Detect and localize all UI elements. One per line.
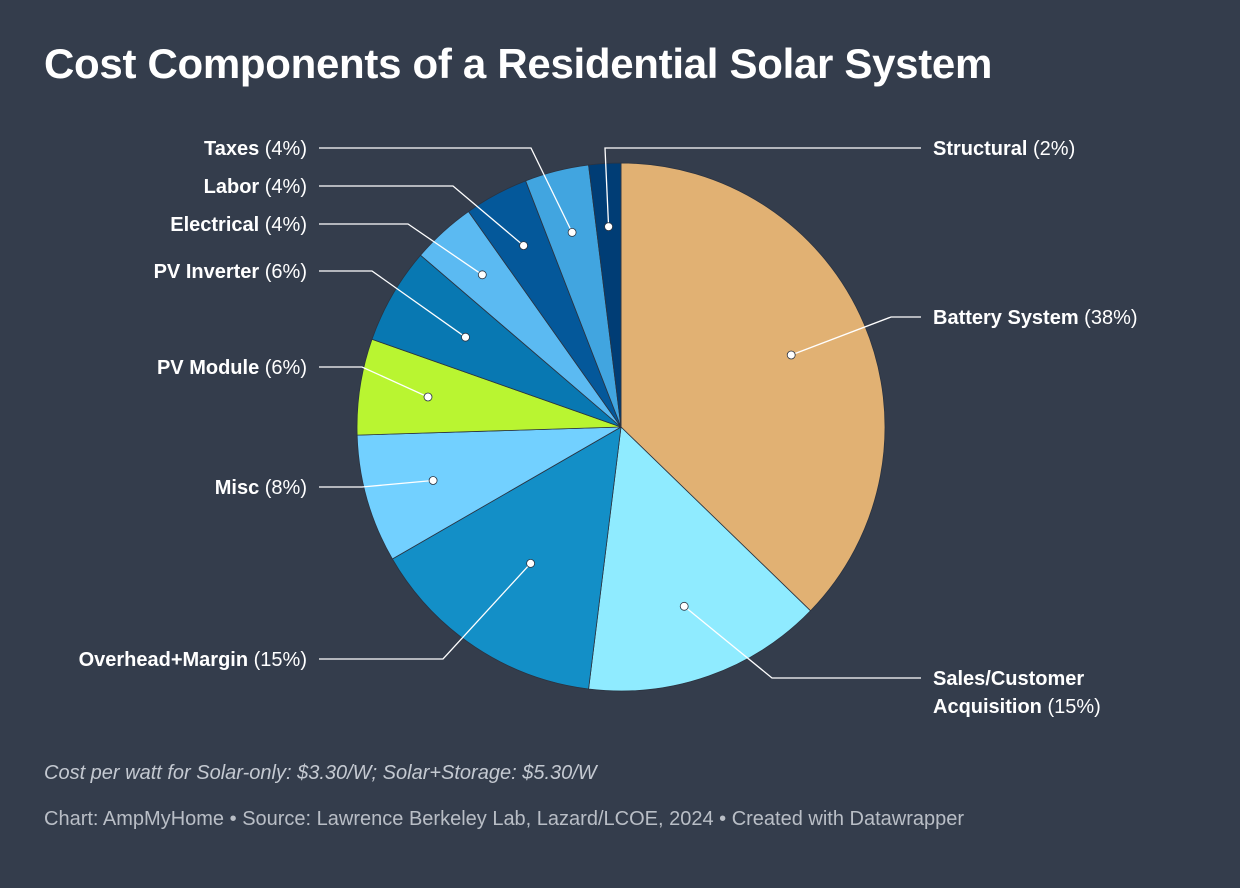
footer-chart-credit: Chart: AmpMyHome [44, 808, 225, 830]
slice-label-labor: Labor (4%) [204, 176, 307, 198]
pie-slice-misc [356, 426, 622, 560]
slice-label-taxes: Taxes (4%) [204, 138, 307, 160]
leader-line-battery-system [790, 316, 921, 356]
footer-source: Source: Lawrence Berkeley Lab, Lazard/LC… [242, 808, 714, 830]
leader-line-taxes [319, 147, 573, 233]
footer-created-with: Created with Datawrapper [731, 808, 965, 830]
slice-label-sales-customer-acquisition: Sales/Customer Acquisition (15%) [933, 668, 1101, 718]
pie-slices [356, 162, 886, 692]
pie-slice-overhead-margin [391, 426, 622, 690]
leader-dot-pv-module [423, 392, 433, 402]
pie-slice-structural [588, 162, 622, 428]
leader-line-structural [604, 147, 921, 227]
leader-dot-sales-customer-acquisition [679, 601, 689, 611]
leader-line-overhead-margin [319, 562, 532, 660]
leader-line-electrical [319, 223, 483, 276]
leader-dot-overhead-margin [526, 559, 535, 568]
leader-line-pv-module [319, 366, 429, 398]
pie-slice-battery-system [620, 162, 886, 612]
leader-line-misc [319, 479, 434, 488]
leader-dot-misc [428, 476, 438, 485]
slice-label-pv-module: PV Module (6%) [157, 357, 307, 379]
pie-slice-sales-customer-acquisition [588, 426, 812, 692]
slice-label-structural: Structural (2%) [933, 138, 1075, 160]
leader-dot-labor [519, 241, 528, 251]
chart-note: Cost per watt for Solar-only: $3.30/W; S… [44, 762, 597, 784]
leader-dot-battery-system [786, 350, 796, 360]
leader-line-labor [319, 185, 525, 247]
footer-separator: • [224, 808, 243, 830]
chart-footer: Chart: AmpMyHome • Source: Lawrence Berk… [44, 808, 964, 831]
slice-label-overhead-margin: Overhead+Margin (15%) [79, 649, 307, 671]
leader-dot-pv-inverter [461, 332, 470, 342]
slice-label-electrical: Electrical (4%) [170, 214, 307, 236]
leader-dot-taxes [567, 227, 577, 237]
leader-dot-structural [604, 222, 613, 232]
slice-labels: Battery System (38%) Sales/Customer Acquis… [79, 138, 1138, 718]
leader-line-sales-customer-acquisition [683, 605, 921, 679]
leader-dot-electrical [477, 270, 487, 280]
leader-line-pv-inverter [319, 270, 466, 338]
slice-label-battery-system: Battery System (38%) [933, 307, 1138, 329]
footer-separator: • [713, 808, 732, 830]
chart-title: Cost Components of a Residential Solar S… [44, 40, 993, 87]
leader-lines [319, 147, 921, 679]
slice-label-pv-inverter: PV Inverter (6%) [154, 261, 307, 283]
slice-label-misc: Misc (8%) [215, 477, 307, 499]
